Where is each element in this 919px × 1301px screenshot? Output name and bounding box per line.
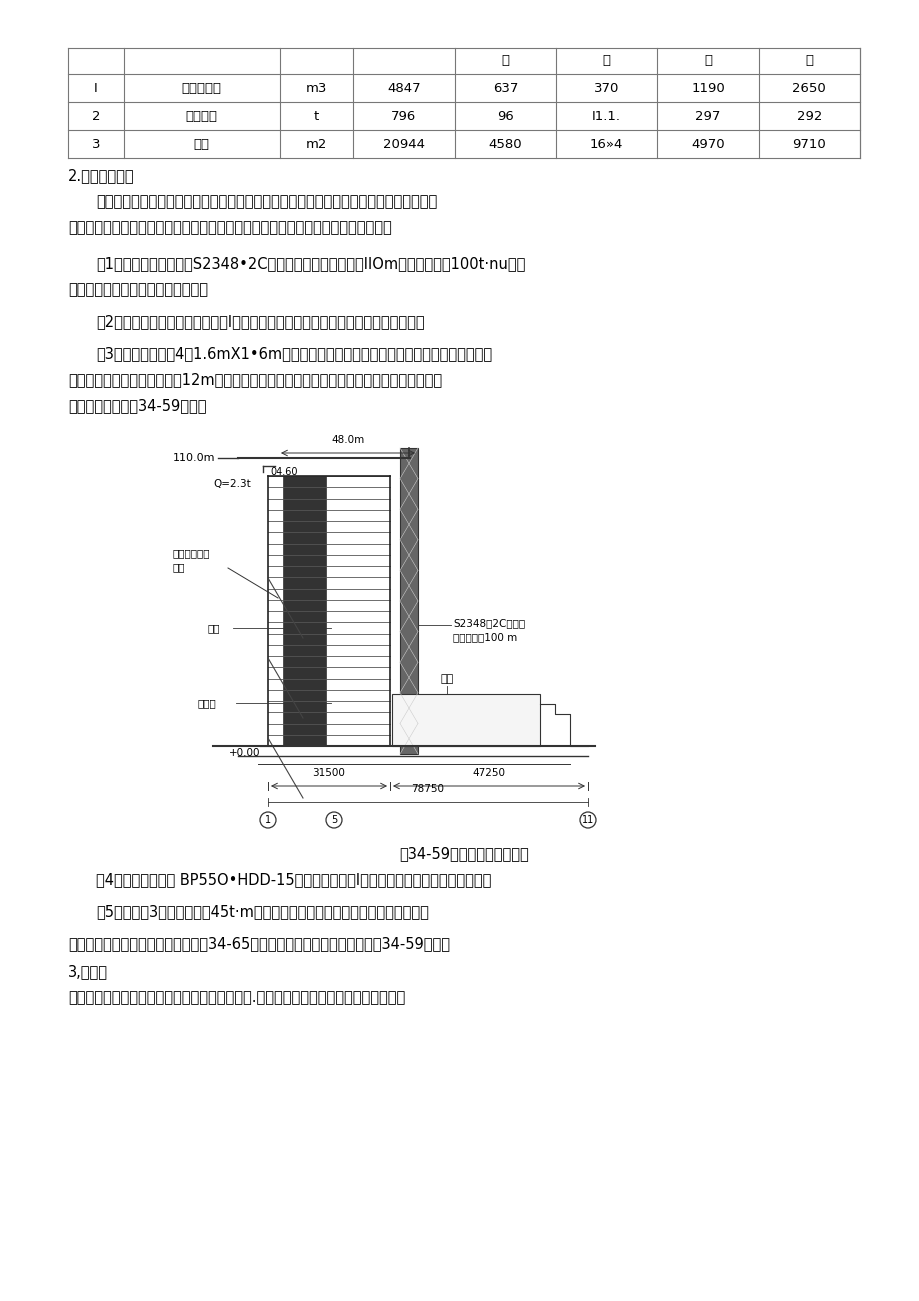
Text: 1: 1	[265, 814, 271, 825]
Text: Q=2.3t: Q=2.3t	[213, 479, 251, 489]
Text: 塔楼模板和钉筋的水平和垂直运输。: 塔楼模板和钉筋的水平和垂直运输。	[68, 282, 208, 297]
Text: 钉筋混凝土: 钉筋混凝土	[182, 82, 221, 95]
Text: 4847: 4847	[387, 82, 420, 95]
Bar	[283, 476, 325, 745]
Text: 4970: 4970	[690, 138, 724, 151]
Text: S2348－2C型定点: S2348－2C型定点	[452, 618, 525, 628]
Text: 637: 637	[492, 82, 517, 95]
Text: 78750: 78750	[411, 785, 444, 794]
Text: 裙楼: 裙楼	[440, 674, 453, 684]
Text: 为便于裙楼和塔楼安装模板、绱扎钉筋和外装饰.均采用双排钉管外脚手架。裙楼外脚手: 为便于裙楼和塔楼安装模板、绱扎钉筋和外装饰.均采用双排钉管外脚手架。裙楼外脚手	[68, 990, 404, 1004]
Text: 2.垂直运输机械: 2.垂直运输机械	[68, 168, 134, 183]
Text: （1）在塔楼南側设一台S2348•2C型定点塔式起重机，机高IIOm，起重能力为100t·nu负货: （1）在塔楼南側设一台S2348•2C型定点塔式起重机，机高IIOm，起重能力为…	[96, 256, 525, 271]
Text: 急运输设备，如图34-59所东。: 急运输设备，如图34-59所东。	[68, 398, 206, 412]
Text: 796: 796	[391, 109, 416, 122]
Text: 绳，井架总保持高于施工楼层12m。负责模板、材料及工具运输，并作为混凝土泵故障时的应: 绳，井架总保持高于施工楼层12m。负责模板、材料及工具运输，并作为混凝土泵故障时…	[68, 372, 442, 386]
Text: 1190: 1190	[690, 82, 724, 95]
Bar	[400, 448, 417, 755]
Text: 图34-59塔楼机械立面示意图: 图34-59塔楼机械立面示意图	[399, 846, 528, 861]
Text: t: t	[313, 109, 319, 122]
Text: 井架: 井架	[208, 623, 221, 634]
Text: I1.1.: I1.1.	[592, 109, 620, 122]
Text: 塔式起重机100 m: 塔式起重机100 m	[452, 632, 516, 641]
Text: I: I	[94, 82, 97, 95]
Text: 成型钉筋: 成型钉筋	[186, 109, 218, 122]
Text: 5: 5	[331, 814, 336, 825]
Text: （4）在塔楼外側设 BP55O•HDD-15型混凝土输送泵I台，负责混凝土垂直和水平运输。: （4）在塔楼外側设 BP55O•HDD-15型混凝土输送泵I台，负责混凝土垂直和…	[96, 872, 491, 887]
Text: 模板: 模板	[194, 138, 210, 151]
Text: 110.0m: 110.0m	[173, 453, 215, 463]
Text: 11: 11	[581, 814, 594, 825]
Text: 柱: 柱	[602, 55, 610, 68]
Text: 板: 板	[804, 55, 812, 68]
Text: 370: 370	[594, 82, 618, 95]
Text: （3）在中心筒内设4台1.6mX1•6m附堡金属井架，并以角钉做斜撞联成整体，不另设缆风: （3）在中心筒内设4台1.6mX1•6m附堡金属井架，并以角钉做斜撞联成整体，不…	[96, 346, 492, 360]
Text: 裙楼及塔楼主要机械平面布置，如图34-65所示；塔楼机械立面示意图，如图34-59所示。: 裙楼及塔楼主要机械平面布置，如图34-65所示；塔楼机械立面示意图，如图34-5…	[68, 935, 449, 951]
Text: 机的生产率等，进行综合考虑，择优选用。本工程的垂直运输机械的布置方案如下：: 机的生产率等，进行综合考虑，择优选用。本工程的垂直运输机械的布置方案如下：	[68, 220, 391, 235]
Bar	[391, 693, 539, 745]
Text: 电梯井: 电梯井	[198, 699, 217, 708]
Text: 3,脚手架: 3,脚手架	[68, 964, 108, 978]
Text: 31500: 31500	[312, 768, 345, 778]
Text: 梁: 梁	[703, 55, 711, 68]
Text: 墙: 墙	[501, 55, 509, 68]
Text: 47250: 47250	[472, 768, 505, 778]
Text: （5）裙楼设3台起重能力为45t·m的塔式起重机，负责该楼的水平和垂直运输。: （5）裙楼设3台起重能力为45t·m的塔式起重机，负责该楼的水平和垂直运输。	[96, 904, 428, 919]
Text: 96: 96	[496, 109, 513, 122]
Text: 送管: 送管	[173, 562, 186, 572]
Text: 混凝土垂直输: 混凝土垂直输	[173, 548, 210, 558]
Text: 4580: 4580	[488, 138, 522, 151]
Text: 16»4: 16»4	[589, 138, 623, 151]
Text: m2: m2	[305, 138, 327, 151]
Text: 297: 297	[695, 109, 720, 122]
Text: 04.60: 04.60	[269, 467, 297, 477]
Text: 垂直运输机械的选择，通过计穿工作幅度、起更尚度、起重量和起垃力矩等主要参数及塔: 垂直运输机械的选择，通过计穿工作幅度、起更尚度、起重量和起垃力矩等主要参数及塔	[96, 194, 437, 209]
Text: 48.0m: 48.0m	[331, 435, 364, 445]
Text: 3: 3	[92, 138, 100, 151]
Text: 2650: 2650	[791, 82, 825, 95]
Text: （2）在塔楼西部设双笼施工电梯I台，负责人员、小型工具和零星材料的垂直运输。: （2）在塔楼西部设双笼施工电梯I台，负责人员、小型工具和零星材料的垂直运输。	[96, 314, 425, 329]
Text: 292: 292	[796, 109, 821, 122]
Bar	[267, 476, 390, 745]
Text: +0.00: +0.00	[228, 748, 260, 758]
Text: 9710: 9710	[791, 138, 825, 151]
Text: 2: 2	[92, 109, 100, 122]
Text: 20944: 20944	[382, 138, 425, 151]
Text: m3: m3	[305, 82, 327, 95]
